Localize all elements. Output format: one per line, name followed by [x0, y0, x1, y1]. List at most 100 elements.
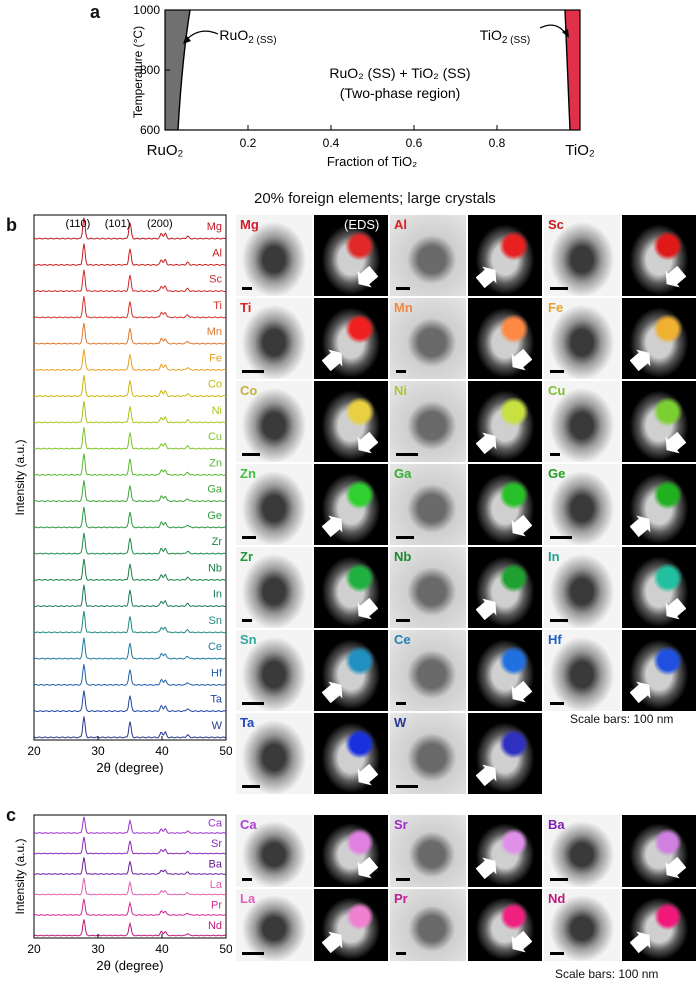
- arrow-icon: [357, 432, 378, 454]
- tem-element-label: Ge: [548, 466, 566, 481]
- eds-map-mn: [468, 298, 542, 379]
- xrd-label-zn: Zn: [209, 457, 222, 469]
- tem-image-ge: Ge: [544, 464, 620, 545]
- left-phase-label: RuO2 (SS): [219, 27, 276, 46]
- xrd-trace-fe: [33, 349, 227, 371]
- left-end-label: RuO₂: [147, 142, 184, 159]
- right-solvus-line: [564, 9, 571, 131]
- scale-bar: [550, 702, 564, 705]
- xrd-trace-ba: [33, 857, 227, 875]
- eds-map-zn: [314, 464, 388, 545]
- eds-map-fe: [622, 298, 696, 379]
- xrd-label-ni: Ni: [212, 405, 222, 417]
- tem-image-co: Co: [236, 381, 312, 462]
- scale-bar: [242, 619, 252, 622]
- eds-label: (EDS): [344, 217, 380, 232]
- scale-bar: [396, 702, 406, 705]
- xrd-trace-ca: [33, 816, 227, 834]
- tem-element-label: Zn: [240, 466, 256, 481]
- eds-map-mg: (EDS): [314, 215, 388, 296]
- scale-bar: [396, 878, 410, 881]
- eds-map-ta: [314, 713, 388, 794]
- phase-x-ticks: 0.2 0.4 0.6 0.8: [240, 125, 506, 150]
- tem-image-ta: Ta: [236, 713, 312, 794]
- eds-map-ti: [314, 298, 388, 379]
- xrd-xtick-40: 40: [155, 942, 169, 956]
- scale-note-c: Scale bars: 100 nm: [555, 967, 659, 981]
- tem-image-w: W: [390, 713, 466, 794]
- xrd-trace-la: [33, 877, 227, 896]
- eds-map-ce: [468, 630, 542, 711]
- arrow-icon: [357, 266, 378, 288]
- arrow-icon: [357, 857, 378, 879]
- xrd-y-label: Intensity (a.u.): [13, 838, 27, 914]
- arrow-icon: [322, 515, 343, 537]
- arrow-icon: [665, 432, 686, 454]
- xrd-chart-b: Mg Al Sc Ti Mn Fe Co Ni Cu Zn Ga Ge Zr Nb In Sn Ce Hf Ta W 2…: [13, 214, 232, 775]
- tem-image-zn: Zn: [236, 464, 312, 545]
- x-tick-0.8: 0.8: [489, 136, 506, 150]
- xrd-trace-zr: [33, 532, 227, 555]
- peak-label: (110): [65, 218, 90, 230]
- xrd-label-ga: Ga: [207, 484, 223, 496]
- eds-map-ge: [622, 464, 696, 545]
- xrd-xtick-40: 40: [155, 744, 169, 758]
- tem-image-ti: Ti: [236, 298, 312, 379]
- tem-image-fe: Fe: [544, 298, 620, 379]
- scale-bar: [396, 619, 410, 622]
- peak-label: (200): [147, 218, 173, 230]
- tem-image-nb: Nb: [390, 547, 466, 628]
- left-phase-arrow: [185, 30, 219, 41]
- arrow-icon: [630, 681, 651, 703]
- xrd-label-fe: Fe: [209, 352, 222, 364]
- tem-element-label: Fe: [548, 300, 564, 315]
- xrd-trace-ni: [33, 401, 227, 424]
- xrd-xtick-30: 30: [91, 744, 105, 758]
- arrow-icon: [322, 931, 343, 953]
- arrow-icon: [511, 931, 532, 953]
- xrd-label-co: Co: [208, 379, 222, 391]
- arrow-icon: [665, 266, 686, 288]
- tem-element-label: Nb: [394, 549, 412, 564]
- tem-image-la: La: [236, 889, 312, 961]
- eds-map-cu: [622, 381, 696, 462]
- tem-heading: 20% foreign elements; large crystals: [254, 190, 496, 207]
- phase-y-label: Temperature (°C): [131, 26, 145, 118]
- peak-label: (101): [105, 218, 131, 230]
- xrd-label-ge: Ge: [207, 510, 222, 522]
- panel-a-label: a: [90, 2, 101, 22]
- xrd-trace-in: [33, 584, 227, 608]
- left-solvus-line: [177, 9, 191, 131]
- xrd-trace-nb: [33, 558, 227, 581]
- eds-map-sr: [468, 815, 542, 887]
- scale-bar: [242, 287, 252, 290]
- scale-bar: [242, 785, 260, 788]
- tem-element-label: Ni: [394, 383, 407, 398]
- xrd-trace-sr: [33, 836, 226, 855]
- arrow-icon: [476, 266, 497, 288]
- arrow-icon: [630, 515, 651, 537]
- eds-map-sc: [622, 215, 696, 296]
- tem-element-label: Zr: [240, 549, 253, 564]
- xrd-trace-ga: [33, 480, 227, 503]
- scale-bar: [396, 453, 418, 456]
- scale-bar: [396, 370, 406, 373]
- tem-image-al: Al: [390, 215, 466, 296]
- xrd-trace-zn: [33, 453, 227, 476]
- xrd-label-sr: Sr: [211, 838, 222, 850]
- eds-map-ca: [314, 815, 388, 887]
- tem-image-in: In: [544, 547, 620, 628]
- xrd-trace-co: [33, 375, 227, 398]
- tem-image-sr: Sr: [390, 815, 466, 887]
- scale-bar: [550, 619, 568, 622]
- right-phase-arrow: [539, 24, 567, 35]
- tem-element-label: In: [548, 549, 560, 564]
- eds-map-nb: [468, 547, 542, 628]
- xrd-label-ca: Ca: [208, 817, 223, 829]
- phase-x-label: Fraction of TiO₂: [327, 154, 417, 169]
- xrd-x-label: 2θ (degree): [96, 760, 163, 775]
- xrd-xtick-50: 50: [219, 744, 232, 758]
- xrd-xtick-20: 20: [27, 942, 41, 956]
- xrd-label-ta: Ta: [210, 694, 223, 706]
- eds-map-ni: [468, 381, 542, 462]
